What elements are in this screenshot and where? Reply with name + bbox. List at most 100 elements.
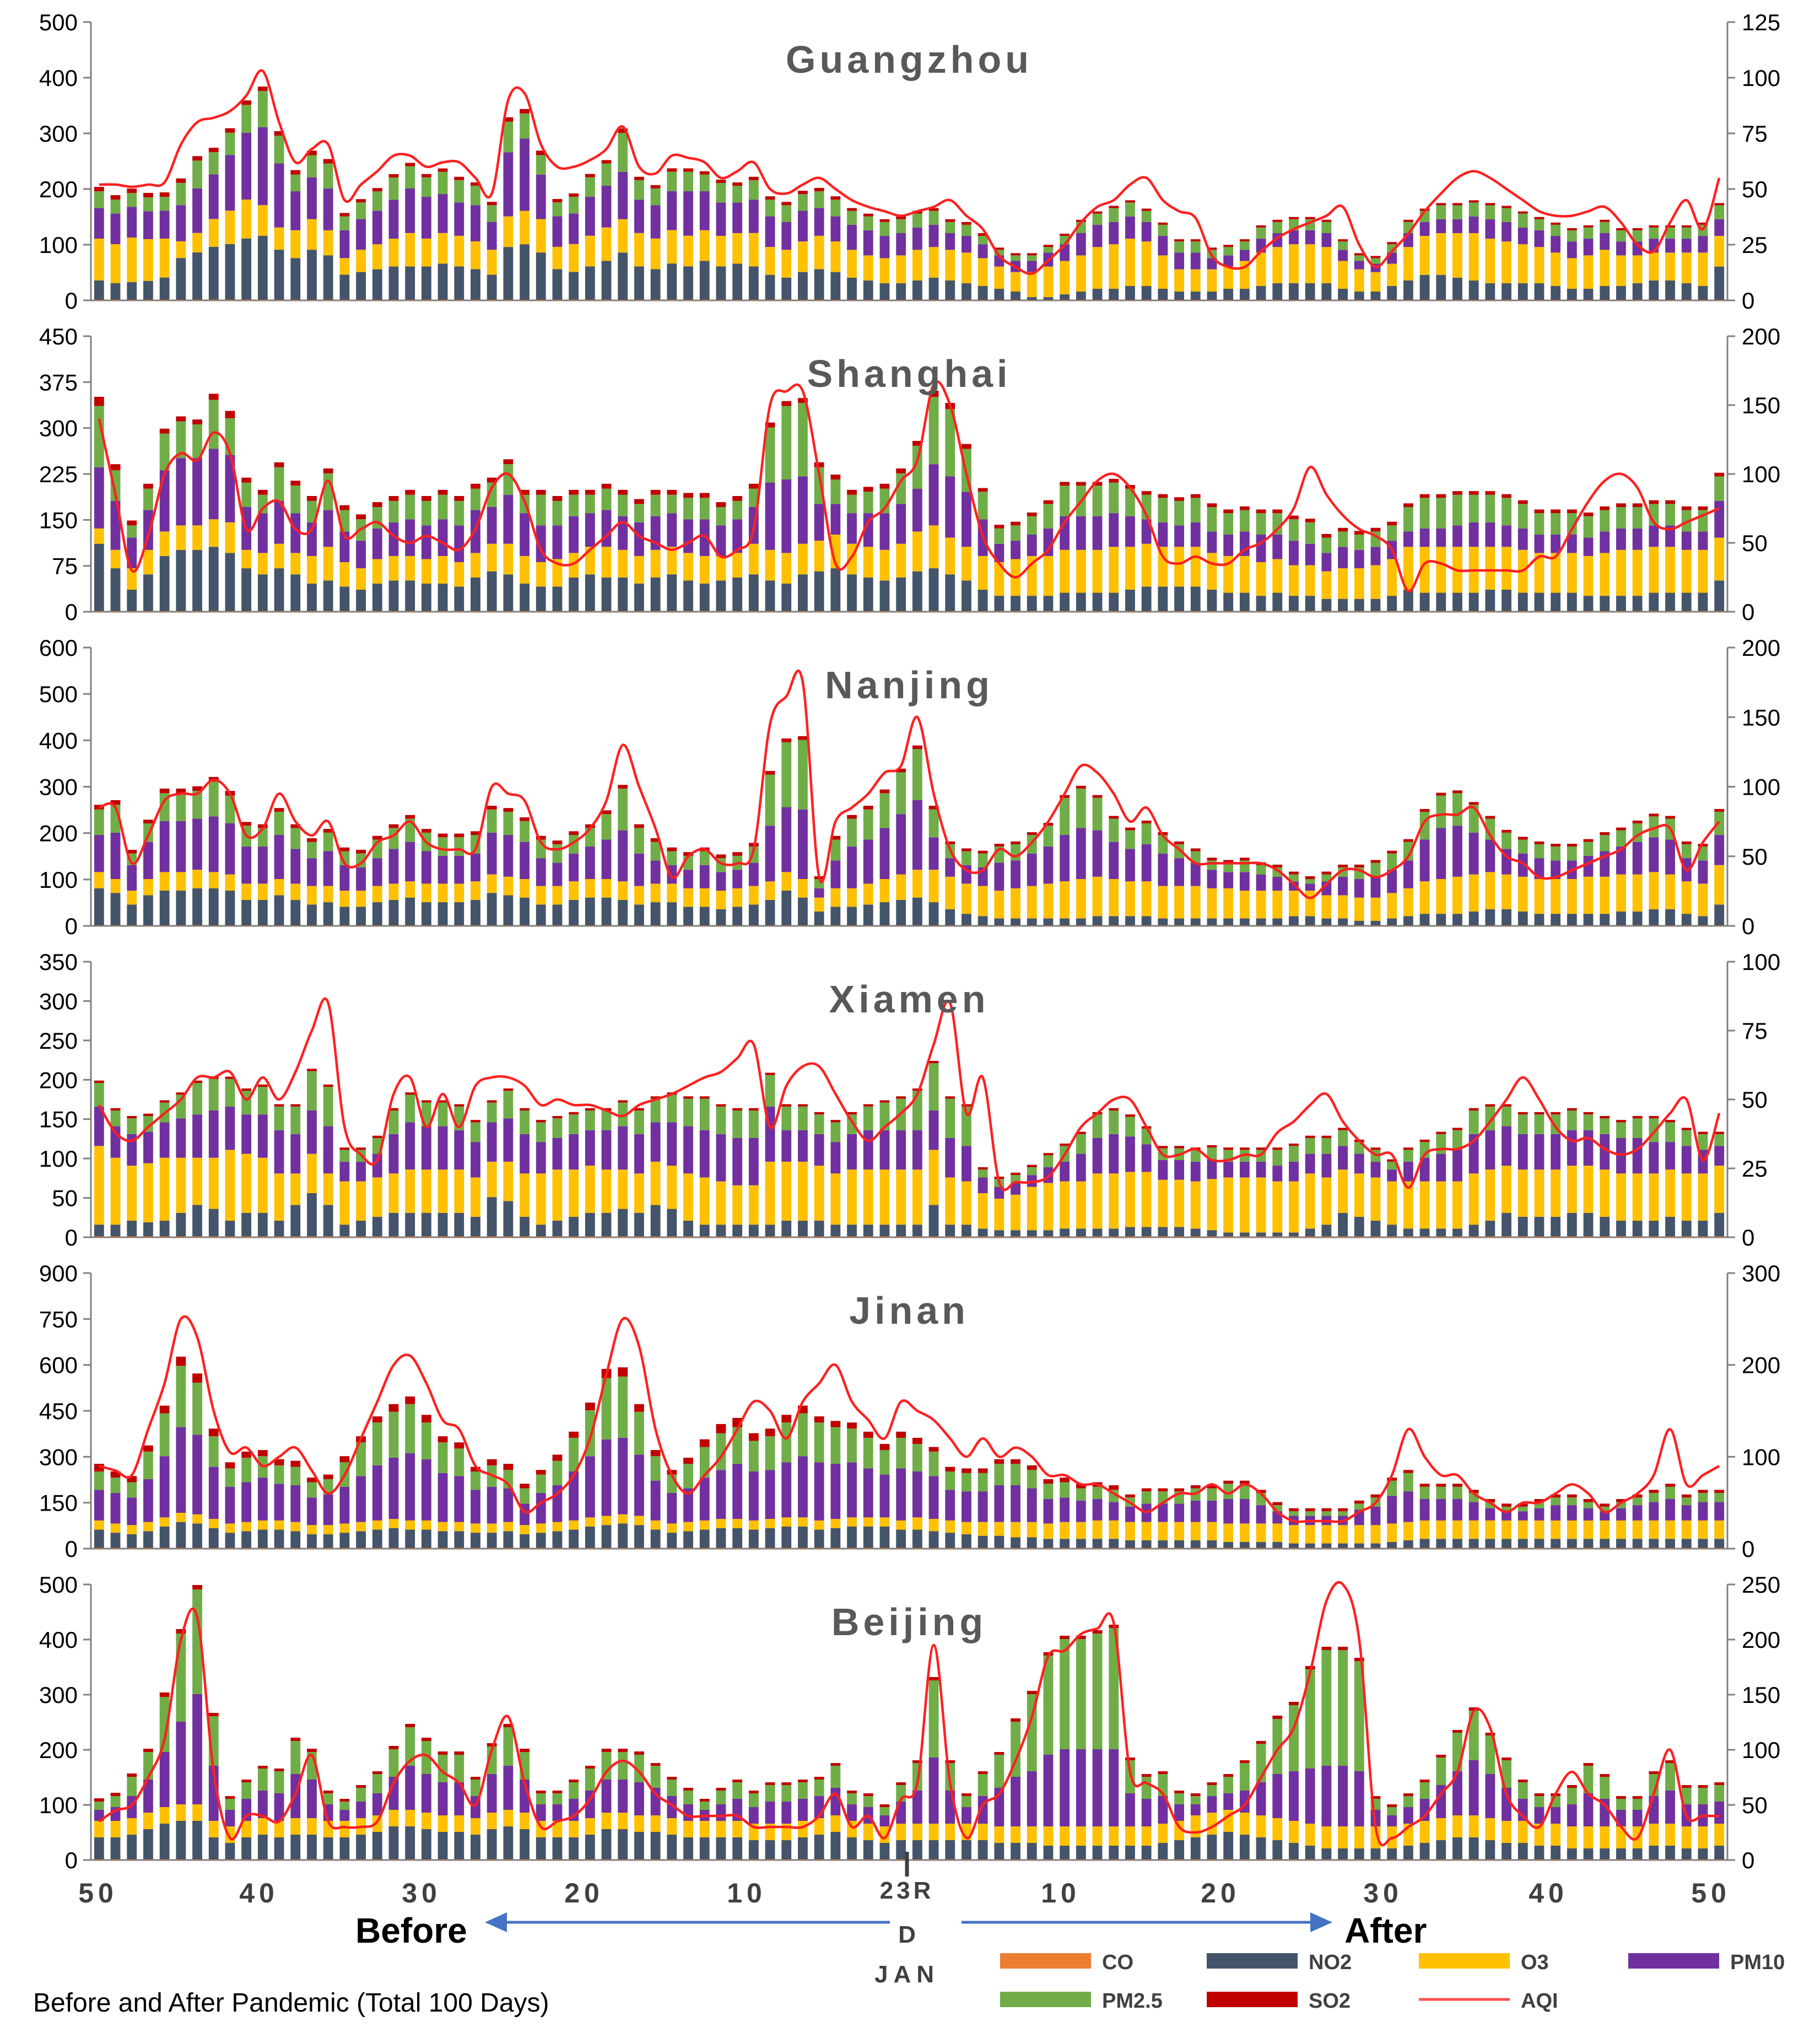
bar-segment-pm25 — [1714, 1134, 1725, 1146]
bar-segment-pm10 — [208, 449, 219, 520]
left-tick-label: 200 — [39, 176, 78, 202]
bar-segment-pm10 — [1517, 853, 1528, 877]
bar-segment-pm10 — [536, 1492, 546, 1524]
bar-segment-no2 — [896, 1840, 906, 1859]
bar-segment-pm10 — [618, 830, 628, 882]
bar-segment-pm25 — [208, 1436, 219, 1467]
bar-segment-no2 — [208, 888, 219, 926]
bar-segment-no2 — [290, 258, 301, 300]
bar-segment-o3 — [1092, 1520, 1103, 1539]
bar-segment-no2 — [585, 266, 595, 300]
bar-segment-so2 — [1338, 1508, 1348, 1512]
bar-segment-pm25 — [863, 1437, 873, 1469]
bar-segment-so2 — [1714, 1782, 1725, 1785]
left-tick-label: 600 — [39, 1352, 78, 1378]
bar-segment-so2 — [569, 1780, 579, 1782]
bar-segment-no2 — [356, 272, 366, 300]
bar-segment-so2 — [830, 835, 841, 840]
bar-segment-no2 — [1551, 1846, 1561, 1859]
bar-segment-no2 — [274, 250, 284, 300]
bar-segment-co — [356, 611, 366, 612]
bar-segment-o3 — [912, 1824, 922, 1840]
bar-segment-so2 — [1289, 871, 1299, 875]
bar-segment-so2 — [241, 1088, 252, 1091]
bar-segment-no2 — [1632, 1848, 1643, 1859]
bar-segment-so2 — [1207, 858, 1217, 861]
bar-segment-pm10 — [569, 1134, 579, 1170]
bar-segment-so2 — [1649, 1771, 1659, 1774]
bar-segment-pm25 — [847, 494, 857, 514]
bar-segment-so2 — [994, 1459, 1004, 1464]
bar-segment-no2 — [503, 247, 514, 300]
bar-segment-o3 — [1141, 1172, 1152, 1227]
bar-segment-so2 — [1338, 1647, 1348, 1650]
bar-segment-no2 — [1714, 1846, 1725, 1859]
bar-segment-co — [225, 925, 235, 926]
bar-segment-pm10 — [814, 888, 824, 898]
bar-segment-so2 — [1485, 816, 1495, 819]
bar-segment-no2 — [552, 1531, 563, 1548]
bar-segment-no2 — [1665, 1539, 1675, 1548]
bar-segment-so2 — [94, 1080, 104, 1083]
bar-segment-no2 — [1092, 916, 1103, 926]
right-tick-label: 0 — [1742, 599, 1754, 625]
bar-segment-no2 — [1534, 1539, 1544, 1548]
bar-segment-so2 — [863, 213, 873, 217]
bar-segment-so2 — [1011, 1718, 1020, 1722]
bar-segment-pm10 — [585, 513, 595, 547]
bar-segment-so2 — [1567, 844, 1577, 847]
bar-segment-so2 — [127, 1116, 137, 1119]
bar-segment-so2 — [257, 1084, 268, 1087]
bar-segment-pm25 — [650, 1456, 661, 1481]
bar-segment-no2 — [1256, 1232, 1266, 1237]
bar-segment-no2 — [1649, 909, 1659, 926]
bar-segment-co — [1125, 1548, 1135, 1549]
bar-segment-co — [503, 925, 514, 926]
bar-segment-co — [520, 1859, 530, 1860]
bar-segment-pm25 — [307, 1482, 317, 1498]
bar-segment-no2 — [994, 1230, 1004, 1237]
bar-segment-no2 — [1403, 280, 1413, 300]
bar-segment-no2 — [192, 1821, 202, 1859]
bar-segment-co — [765, 1859, 775, 1860]
bar-segment-pm10 — [1125, 849, 1135, 882]
bar-segment-pm25 — [454, 180, 465, 203]
bar-segment-so2 — [928, 1061, 939, 1064]
bar-segment-o3 — [748, 543, 759, 575]
bar-segment-so2 — [438, 168, 448, 172]
bar-segment-so2 — [1043, 1153, 1054, 1156]
bar-segment-pm10 — [585, 1130, 595, 1166]
right-tick-label: 300 — [1742, 1260, 1780, 1286]
bar-segment-co — [421, 1548, 431, 1549]
bar-segment-so2 — [192, 1080, 202, 1083]
bar-segment-so2 — [1354, 253, 1364, 256]
bar-segment-no2 — [879, 1527, 890, 1548]
bar-segment-no2 — [1436, 274, 1446, 300]
bar-segment-no2 — [716, 580, 726, 611]
bar-segment-co — [1649, 1859, 1659, 1860]
bar-segment-no2 — [1600, 1216, 1610, 1237]
bar-segment-co — [438, 925, 448, 926]
left-tick-label: 750 — [39, 1306, 78, 1332]
bar-segment-so2 — [863, 1793, 873, 1796]
bar-segment-pm10 — [1583, 855, 1594, 877]
bar-segment-co — [143, 1859, 153, 1860]
bar-segment-no2 — [1125, 285, 1135, 300]
left-tick-label: 0 — [65, 599, 78, 625]
bar-segment-pm10 — [1485, 1508, 1495, 1521]
bar-segment-pm25 — [781, 406, 792, 479]
bar-segment-co — [1551, 1548, 1561, 1549]
bar-segment-so2 — [814, 462, 824, 467]
bar-segment-no2 — [1436, 914, 1446, 926]
bar-segment-pm25 — [94, 1083, 104, 1107]
bar-segment-o3 — [176, 241, 186, 258]
bar-segment-o3 — [1436, 1520, 1446, 1539]
bar-segment-pm25 — [1223, 1484, 1234, 1499]
before-arrow — [485, 1912, 890, 1932]
bar-segment-no2 — [1158, 1227, 1168, 1237]
bar-segment-no2 — [1517, 911, 1528, 926]
bar-segment-o3 — [290, 1522, 301, 1532]
left-tick-label: 0 — [65, 1536, 78, 1562]
bar-segment-pm10 — [307, 1110, 317, 1154]
bar-segment-pm10 — [1239, 250, 1250, 261]
